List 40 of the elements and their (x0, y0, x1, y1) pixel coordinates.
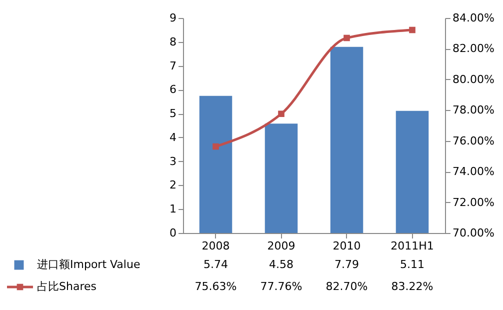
data-label: 75.63% (194, 280, 237, 293)
legend-label: 占比Shares (37, 280, 97, 293)
bar (264, 124, 298, 233)
y-tick-label: 6 (170, 83, 176, 96)
data-label: 7.79 (334, 258, 359, 271)
point (344, 34, 350, 42)
y-tick-label: 9 (170, 12, 176, 24)
data-label: 82.70% (326, 280, 368, 293)
point (278, 110, 284, 117)
data-label: 83.22% (391, 280, 434, 293)
bar (199, 96, 232, 233)
bar (330, 46, 364, 233)
y-tick-label: 5 (170, 107, 176, 120)
y2-tick-label: 82.00% (452, 42, 494, 56)
y-tick-label: 3 (170, 154, 176, 168)
legend-label: 进口额Import Value (37, 258, 140, 271)
y2-tick-label: 70.00% (452, 226, 494, 240)
data-label: 77.76% (260, 280, 302, 293)
y2-tick-label: 72.00% (452, 196, 494, 209)
data-label: 5.74 (204, 258, 228, 271)
y2-tick-label: 84.00% (452, 12, 494, 24)
y2-tick-label: 76.00% (452, 134, 494, 148)
y2-tick-label: 80.00% (452, 72, 494, 86)
x-tick-label: 2010 (332, 240, 361, 252)
point (409, 26, 416, 34)
y-tick-label: 7 (170, 59, 176, 72)
y2-tick-label: 78.00% (452, 104, 494, 117)
y-tick-label: 1 (170, 202, 176, 216)
bar (396, 110, 429, 233)
x-tick-label: 2009 (267, 240, 296, 252)
y-tick-label: 0 (170, 226, 176, 240)
x-tick-label: 2008 (202, 240, 230, 252)
y2-tick-label: 74.00% (452, 165, 494, 178)
y-tick-label: 4 (170, 130, 176, 144)
x-tick-label: 2011H1 (390, 240, 434, 252)
data-label: 4.58 (269, 258, 294, 271)
point (212, 143, 219, 150)
y-tick-label: 8 (170, 35, 176, 48)
y-tick-label: 2 (170, 178, 176, 192)
data-label: 5.11 (400, 258, 424, 271)
